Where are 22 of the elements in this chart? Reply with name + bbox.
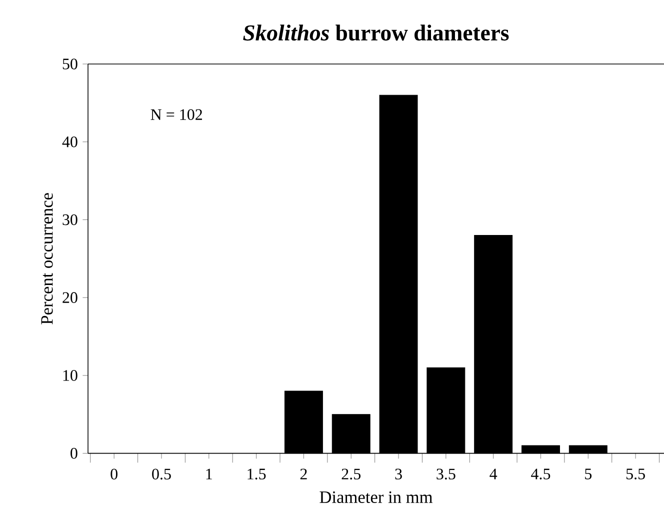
chart-title: Skolithos burrow diameters (243, 24, 509, 41)
x-tick-label: 1.5 (248, 468, 266, 480)
x-tick-label: 1 (206, 468, 212, 480)
y-tick-label: 0 (70, 448, 78, 459)
x-tick-label: 3 (395, 468, 402, 480)
x-tick-label: 0 (110, 468, 118, 480)
x-tick-label: 2.5 (342, 468, 360, 480)
x-tick-label: 2 (300, 468, 307, 480)
y-tick-label: 20 (62, 292, 78, 303)
y-tick-label: 50 (62, 58, 78, 70)
annotation: N = 102 (150, 109, 202, 120)
x-tick-label: 4.5 (531, 468, 550, 480)
x-tick-label: 5.5 (626, 468, 645, 480)
x-tick-label: 0.5 (152, 468, 171, 480)
y-tick-label: 40 (62, 136, 78, 148)
y-axis-title: Percent occurrence (41, 193, 53, 324)
y-tick-label: 10 (63, 370, 78, 381)
x-tick-label: 3.5 (436, 468, 456, 480)
x-axis-title: Diameter in mm (320, 491, 433, 504)
x-tick-label: 5 (585, 468, 592, 480)
x-tick-label: 4 (490, 468, 498, 480)
y-tick-label: 30 (62, 214, 78, 226)
